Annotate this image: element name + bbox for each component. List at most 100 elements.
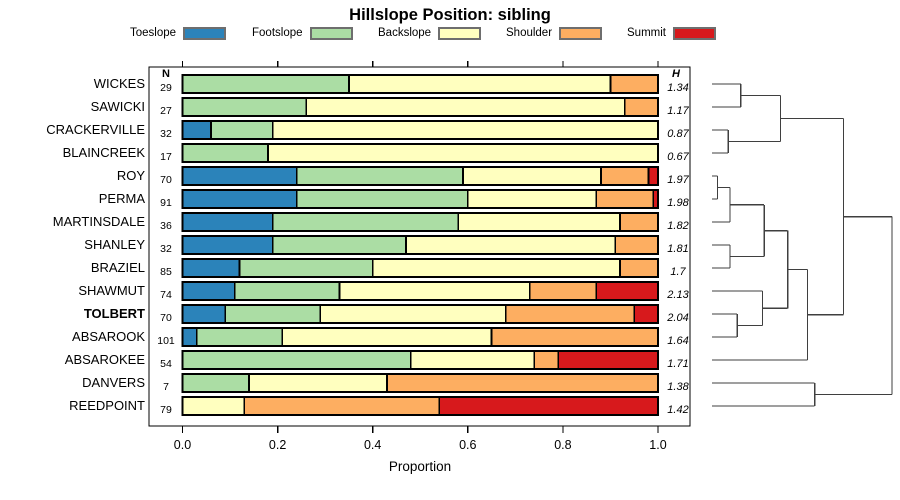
h-value-shanley: 1.81 <box>667 243 689 255</box>
bar-segment-absarokee-backslope <box>409 350 536 370</box>
n-value-wickes: 29 <box>160 82 172 94</box>
row-label-reedpoint: REEDPOINT <box>69 398 145 413</box>
bar-segment-braziel-toeslope <box>181 258 241 278</box>
h-value-reedpoint: 1.42 <box>667 404 689 416</box>
bar-segment-shanley-backslope <box>405 235 617 255</box>
legend-swatch-backslope <box>438 26 482 40</box>
n-value-shawmut: 74 <box>160 289 172 301</box>
h-value-braziel: 1.7 <box>670 266 686 278</box>
bar-segment-crackerville-backslope <box>271 120 659 140</box>
bar-segment-braziel-backslope <box>371 258 621 278</box>
bar-segment-absarokee-summit <box>557 350 659 370</box>
legend-swatch-shoulder <box>559 26 603 40</box>
n-value-braziel: 85 <box>160 266 172 278</box>
bar-segment-perma-backslope <box>466 189 598 209</box>
h-column-header: H <box>672 68 680 80</box>
h-value-perma: 1.98 <box>667 197 689 209</box>
bar-segment-perma-footslope <box>295 189 469 209</box>
legend-item-footslope: Footslope <box>252 25 353 41</box>
bar-segment-sawicki-shoulder <box>623 97 659 117</box>
h-value-wickes: 1.34 <box>667 82 689 94</box>
legend-label: Toeslope <box>130 27 177 39</box>
x-tick-label-0.6: 0.6 <box>459 438 477 452</box>
legend-swatch-toeslope <box>183 26 227 40</box>
n-value-danvers: 7 <box>163 381 169 393</box>
bar-segment-danvers-backslope <box>248 373 388 393</box>
h-value-danvers: 1.38 <box>667 381 689 393</box>
legend-item-toeslope: Toeslope <box>130 25 227 41</box>
plot-box <box>148 66 691 427</box>
n-value-reedpoint: 79 <box>160 404 172 416</box>
legend-label: Footslope <box>252 27 303 39</box>
bar-segment-martinsdale-shoulder <box>619 212 659 232</box>
bar-segment-absarook-toeslope <box>181 327 198 347</box>
n-value-shanley: 32 <box>160 243 172 255</box>
row-label-tolbert: TOLBERT <box>83 306 145 321</box>
bar-segment-reedpoint-backslope <box>181 396 246 416</box>
row-label-danvers: DANVERS <box>82 375 145 390</box>
bar-segment-absarokee-shoulder <box>533 350 559 370</box>
h-value-shawmut: 2.13 <box>667 289 689 301</box>
row-label-sawicki: SAWICKI <box>90 99 145 114</box>
bar-segment-wickes-backslope <box>348 74 612 94</box>
row-label-perma: PERMA <box>98 191 145 206</box>
bar-segment-absarook-backslope <box>281 327 493 347</box>
n-value-martinsdale: 36 <box>160 220 172 232</box>
bar-segment-martinsdale-backslope <box>457 212 621 232</box>
bar-segment-tolbert-summit <box>633 304 659 324</box>
bar-segment-wickes-footslope <box>181 74 350 94</box>
bar-segment-shawmut-backslope <box>338 281 531 301</box>
bar-segment-shanley-shoulder <box>614 235 659 255</box>
bar-segment-absarook-shoulder <box>490 327 659 347</box>
bar-segment-tolbert-backslope <box>319 304 507 324</box>
bar-segment-reedpoint-shoulder <box>243 396 441 416</box>
bar-segment-martinsdale-toeslope <box>181 212 274 232</box>
h-value-roy: 1.97 <box>667 174 689 186</box>
bar-segment-perma-summit <box>652 189 659 209</box>
h-value-tolbert: 2.04 <box>667 312 689 324</box>
row-label-shanley: SHANLEY <box>84 237 145 252</box>
bar-segment-shawmut-footslope <box>233 281 341 301</box>
bar-segment-martinsdale-footslope <box>271 212 460 232</box>
row-label-crackerville: CRACKERVILLE <box>46 122 145 137</box>
h-value-martinsdale: 1.82 <box>667 220 689 232</box>
n-value-crackerville: 32 <box>160 128 172 140</box>
n-value-sawicki: 27 <box>160 105 172 117</box>
x-axis-title: Proportion <box>388 459 452 474</box>
bar-segment-perma-shoulder <box>595 189 655 209</box>
legend-label: Backslope <box>378 27 432 39</box>
h-value-blaincreek: 0.67 <box>667 151 689 163</box>
bar-segment-roy-summit <box>647 166 659 186</box>
bar-segment-shawmut-toeslope <box>181 281 236 301</box>
n-value-absarook: 101 <box>157 335 175 347</box>
bar-segment-sawicki-backslope <box>305 97 626 117</box>
bar-segment-braziel-footslope <box>238 258 374 278</box>
bar-segment-tolbert-footslope <box>224 304 322 324</box>
n-value-blaincreek: 17 <box>160 151 172 163</box>
legend-item-backslope: Backslope <box>378 25 482 41</box>
bar-segment-crackerville-footslope <box>210 120 274 140</box>
n-value-roy: 70 <box>160 174 172 186</box>
bar-segment-shanley-toeslope <box>181 235 274 255</box>
x-tick-label-0.0: 0.0 <box>173 438 192 452</box>
legend-swatch-summit <box>672 26 716 40</box>
chart-title: Hillslope Position: sibling <box>349 6 551 24</box>
legend-item-shoulder: Shoulder <box>506 25 603 41</box>
row-label-braziel: BRAZIEL <box>90 260 145 275</box>
bar-segment-shawmut-summit <box>595 281 659 301</box>
row-label-roy: ROY <box>116 168 145 183</box>
bar-segment-roy-backslope <box>462 166 602 186</box>
n-value-tolbert: 70 <box>160 312 172 324</box>
x-tick-label-0.4: 0.4 <box>363 438 382 452</box>
row-label-blaincreek: BLAINCREEK <box>62 145 145 160</box>
row-label-shawmut: SHAWMUT <box>78 283 145 298</box>
bar-segment-braziel-shoulder <box>619 258 659 278</box>
n-column-header: N <box>162 68 170 80</box>
bar-segment-tolbert-shoulder <box>504 304 636 324</box>
bar-segment-danvers-footslope <box>181 373 250 393</box>
n-value-perma: 91 <box>160 197 172 209</box>
bar-segment-crackerville-toeslope <box>181 120 212 140</box>
bar-segment-reedpoint-summit <box>438 396 659 416</box>
